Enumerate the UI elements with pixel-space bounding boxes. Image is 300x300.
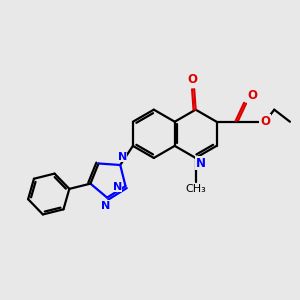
Text: O: O [188, 73, 198, 86]
Text: N: N [113, 182, 122, 192]
Text: N: N [118, 152, 127, 162]
Text: O: O [248, 89, 257, 102]
Text: CH₃: CH₃ [185, 184, 206, 194]
Text: N: N [196, 157, 206, 170]
Text: N: N [101, 200, 110, 211]
Text: O: O [260, 115, 270, 128]
